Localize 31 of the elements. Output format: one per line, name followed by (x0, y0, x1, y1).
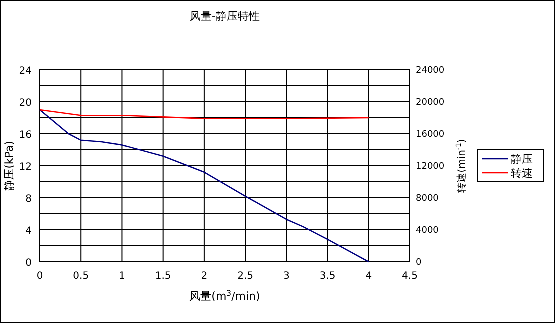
x-tick-label: 3.5 (320, 271, 336, 282)
x-tick-label: 1.5 (155, 271, 172, 282)
y2-tick-label: 4000 (416, 226, 440, 236)
y-tick-label: 24 (19, 66, 32, 77)
y2-tick-label: 16000 (416, 130, 445, 140)
y2-tick-label: 0 (416, 258, 422, 268)
x-tick-label: 1 (119, 271, 126, 282)
line-series (39, 109, 370, 263)
y2-tick-label: 12000 (416, 162, 445, 172)
legend-label: 转速 (511, 167, 533, 180)
y2-tick-label: 8000 (416, 194, 440, 204)
y-tick-label: 20 (19, 98, 32, 109)
legend-label: 静压 (511, 153, 533, 166)
y-tick-label: 12 (19, 162, 32, 173)
y-tick-label: 0 (26, 258, 32, 269)
y2-tick-label: 20000 (416, 98, 445, 108)
x-tick-label: 4.5 (402, 271, 418, 282)
x-tick-label: 2.5 (238, 271, 254, 282)
x-tick-label: 2 (201, 271, 208, 282)
y-tick-label: 16 (19, 130, 32, 141)
chart-title: 风量-静压特性 (190, 10, 260, 23)
x-tick-label: 3 (283, 271, 290, 282)
y-tick-label: 8 (26, 194, 32, 205)
x-tick-label: 0.5 (73, 271, 90, 282)
y-axis-title: 静压(kPa) (3, 141, 16, 191)
y2-tick-label: 24000 (416, 66, 445, 76)
x-tick-label: 0 (36, 271, 44, 282)
line-series (39, 109, 370, 120)
x-axis-title: 风量(m$^{3}$/min) (190, 288, 260, 303)
x-tick-label: 4 (366, 271, 372, 282)
y-tick-label: 4 (26, 226, 32, 237)
